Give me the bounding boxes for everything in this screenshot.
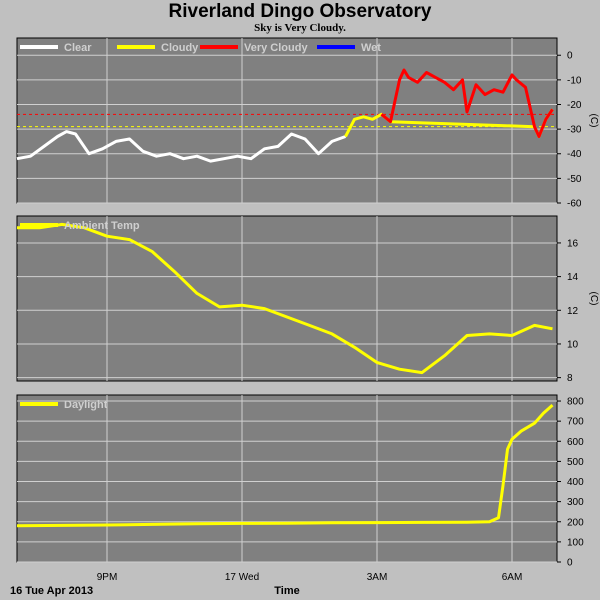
x-tick-label: 17 Wed [225, 572, 259, 583]
page-title: Riverland Dingo Observatory [168, 1, 432, 22]
y-tick-label: 600 [567, 437, 584, 448]
series-line-clear [16, 130, 347, 163]
y-tick-label: 300 [567, 497, 584, 508]
y-tick-label: 200 [567, 517, 584, 528]
x-date-label: 16 Tue Apr 2013 [10, 585, 93, 597]
legend-entry: Very Cloudy [244, 42, 308, 54]
y-tick-label: 400 [567, 477, 584, 488]
legend-entry: Clear [64, 42, 92, 54]
legend-entry: Ambient Temp [64, 220, 140, 232]
y-tick-label: -20 [567, 100, 582, 111]
page-subtitle: Sky is Very Cloudy. [254, 22, 346, 34]
y-tick-label: 10 [567, 339, 579, 350]
y-tick-label: 14 [567, 272, 579, 283]
y-tick-label: 16 [567, 238, 579, 249]
x-axis-label: Time [274, 585, 299, 597]
x-tick-label: 6AM [502, 572, 523, 583]
y-tick-label: 0 [567, 51, 573, 62]
y-tick-label: -50 [567, 174, 582, 185]
y-tick-label: 100 [567, 537, 584, 548]
legend-entry: Cloudy [161, 42, 199, 54]
y-tick-label: -60 [567, 199, 582, 210]
y-tick-label: 700 [567, 417, 584, 428]
series-line-very-cloudy [380, 68, 554, 138]
plot-area [16, 394, 558, 563]
legend-entry: Wet [361, 42, 381, 54]
y-axis-label: (C) [588, 292, 599, 306]
x-tick-label: 9PM [97, 572, 118, 583]
series-line-daylight [16, 403, 554, 528]
panel-sky: 0 -10 -20 -30 -40 -50 -60 (C) Clear Cloudy Very Cl… [16, 37, 599, 210]
legend-entry: Daylight [64, 399, 108, 411]
series-line-ambient-temp [17, 222, 553, 375]
y-tick-label: 800 [567, 397, 584, 408]
y-tick-label: 12 [567, 306, 579, 317]
y-tick-label: 500 [567, 457, 584, 468]
y-axis-label: (C) [588, 114, 599, 128]
y-tick-label: -30 [567, 125, 582, 136]
y-tick-label: -10 [567, 75, 582, 86]
panel-daylight: 800 700 600 500 400 300 200 100 0 Daylight [16, 394, 584, 569]
y-tick-label: -40 [567, 149, 582, 160]
y-tick-label: 8 [567, 373, 573, 384]
x-tick-label: 3AM [367, 572, 388, 583]
plot-area [16, 215, 558, 382]
y-tick-label: 0 [567, 558, 573, 569]
panel-ambient: 16 14 12 10 8 (C) Ambient Temp [16, 215, 599, 384]
